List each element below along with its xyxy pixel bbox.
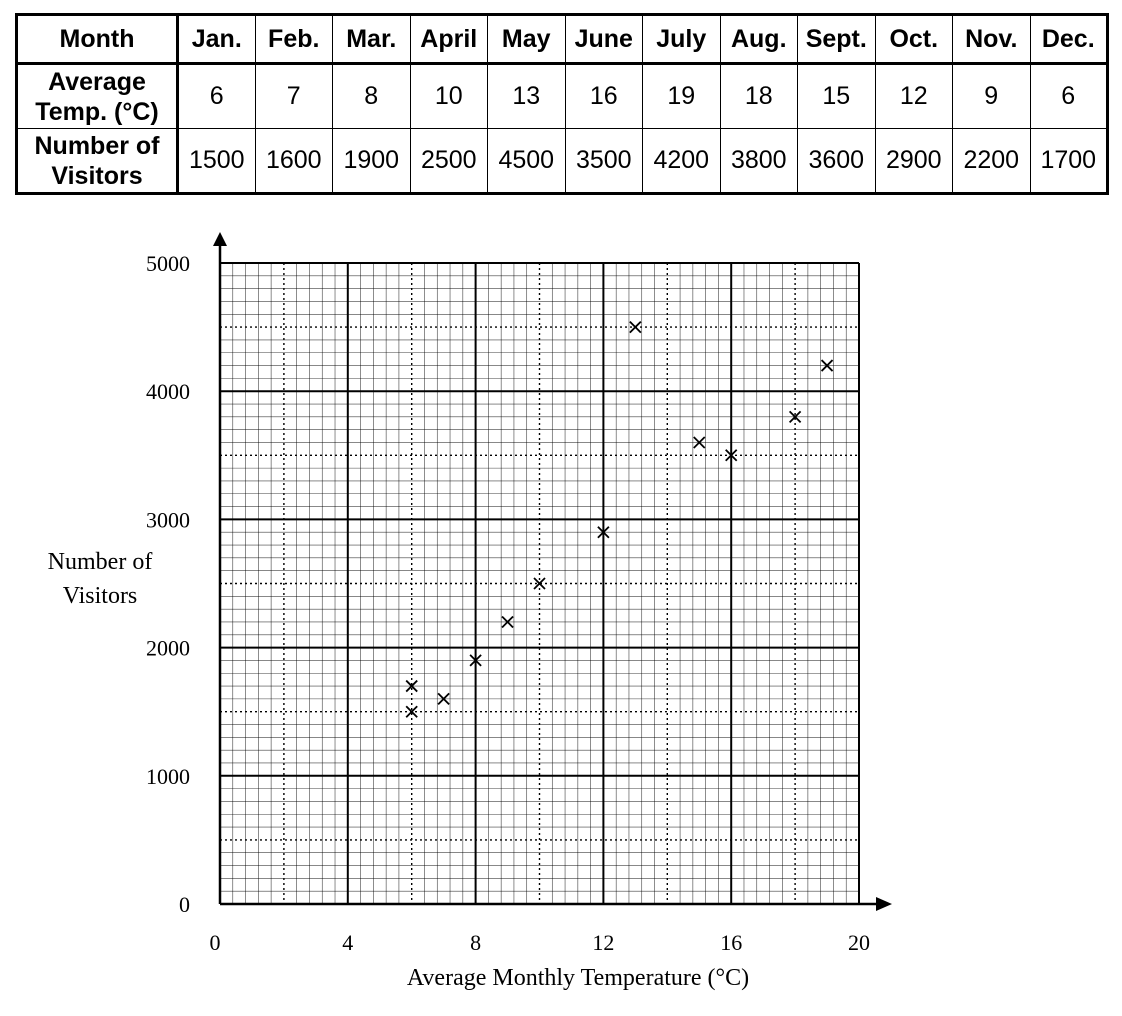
y-tick-label: 4000 [146,379,190,404]
temperature-cell: 18 [719,63,798,129]
temperature-cell: 6 [1029,63,1108,129]
visitors-cell: 3800 [719,128,798,194]
x-tick-label: 20 [848,930,870,955]
chart-grid [219,262,860,905]
month-header: Month [16,14,179,64]
temperature-header-line2: Temp. (°C) [35,97,159,126]
month-cell: Jan. [177,14,256,64]
month-cell: June [564,14,643,64]
month-cell: Feb. [254,14,333,64]
visitors-cell: 3500 [564,128,643,194]
chart-axes [213,232,892,911]
data-point [820,359,834,372]
x-tick-label: 16 [720,930,742,955]
y-tick-label: 1000 [146,764,190,789]
temperature-cell: 12 [874,63,953,129]
visitors-header: Number of Visitors [16,128,179,194]
visitors-cell: 4500 [487,128,566,194]
data-point [469,654,482,667]
month-cell: April [409,14,488,64]
data-point [405,705,418,718]
data-point [501,615,514,629]
data-table: Month Jan. Feb. Mar. April May June July Aug. Se… [15,13,1109,195]
visitors-cell: 4200 [642,128,721,194]
data-point [725,449,738,462]
y-tick-label: 0 [179,892,190,917]
data-point [597,526,610,539]
x-tick-label: 12 [592,930,614,955]
y-tick-label: 5000 [146,251,190,276]
visitors-cell: 1900 [332,128,411,194]
temperature-cell: 10 [409,63,488,129]
visitors-cell: 3600 [797,128,876,194]
temperature-header: Average Temp. (°C) [16,63,179,129]
y-axis-label-line1: Number of [48,549,153,575]
temperature-cell: 7 [254,63,333,129]
x-axis-arrow-icon [876,897,892,911]
temperature-cell: 15 [797,63,876,129]
y-axis-label-line2: Visitors [63,583,138,609]
x-tick-label: 8 [470,930,481,955]
month-cell: Sept. [797,14,876,64]
temperature-cell: 13 [487,63,566,129]
month-cell: Oct. [874,14,953,64]
y-axis-arrow-icon [213,232,227,246]
chart-ticks: 0 4 8 12 16 20 0 1000 2000 3000 4000 5000 [146,251,870,955]
y-tick-label: 2000 [146,636,190,661]
visitors-header-line1: Number of [34,131,160,160]
chart-points [405,320,834,718]
visitors-cell: 2900 [874,128,953,194]
data-point [788,410,802,423]
visitors-cell: 2500 [409,128,488,194]
temperature-header-line1: Average [48,67,146,96]
temperature-cell: 8 [332,63,411,129]
temperature-row: Average Temp. (°C) 6 7 8 10 13 16 19 18 15 12 9 6 [16,63,1108,129]
data-point [533,577,546,590]
data-point [693,436,706,449]
visitors-cell: 1500 [177,128,256,194]
month-cell: Nov. [952,14,1031,64]
x-tick-label: 4 [342,930,353,955]
y-tick-label: 3000 [146,507,190,532]
data-point [437,692,450,706]
x-tick-label: 0 [210,930,221,955]
visitors-row: Number of Visitors 1500 1600 1900 2500 4500 3… [16,128,1108,194]
x-axis-label: Average Monthly Temperature (°C) [407,965,749,991]
data-point [629,320,642,334]
data-point [405,679,418,693]
visitors-cell: 1700 [1029,128,1108,194]
month-cell: Dec. [1029,14,1108,64]
month-row: Month Jan. Feb. Mar. April May June July Aug. Se… [16,14,1108,64]
month-cell: July [642,14,721,64]
visitors-cell: 1600 [254,128,333,194]
visitors-header-line2: Visitors [51,161,143,190]
